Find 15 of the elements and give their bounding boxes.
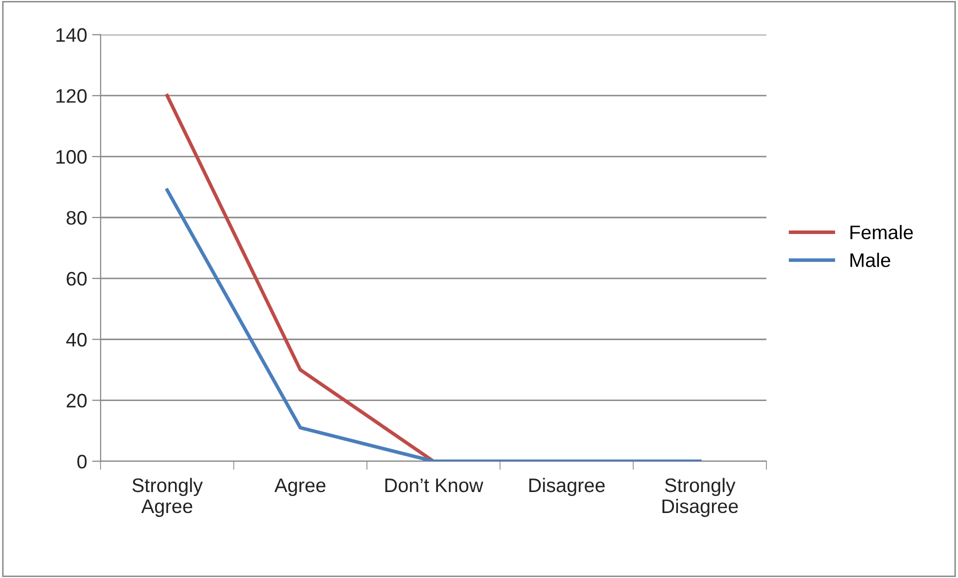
y-tick-label: 40: [66, 332, 87, 347]
x-tick-label: Don’t Know: [385, 478, 484, 492]
y-tick-label: 140: [56, 28, 87, 42]
x-tick-label: Strongly Agree: [132, 478, 203, 517]
legend-label: Male: [850, 252, 890, 268]
x-tick-label: Disagree: [529, 478, 605, 496]
y-tick-label: 0: [77, 454, 87, 468]
legend-label: Female: [850, 224, 913, 240]
y-tick-label: 100: [56, 150, 87, 164]
y-tick-label: 80: [66, 210, 87, 225]
y-tick-label: 60: [66, 272, 87, 286]
y-tick-label: 120: [56, 89, 87, 103]
x-tick-label: Strongly Disagree: [662, 478, 738, 517]
x-tick-label: Agree: [274, 478, 326, 496]
y-tick-label: 20: [66, 394, 87, 408]
